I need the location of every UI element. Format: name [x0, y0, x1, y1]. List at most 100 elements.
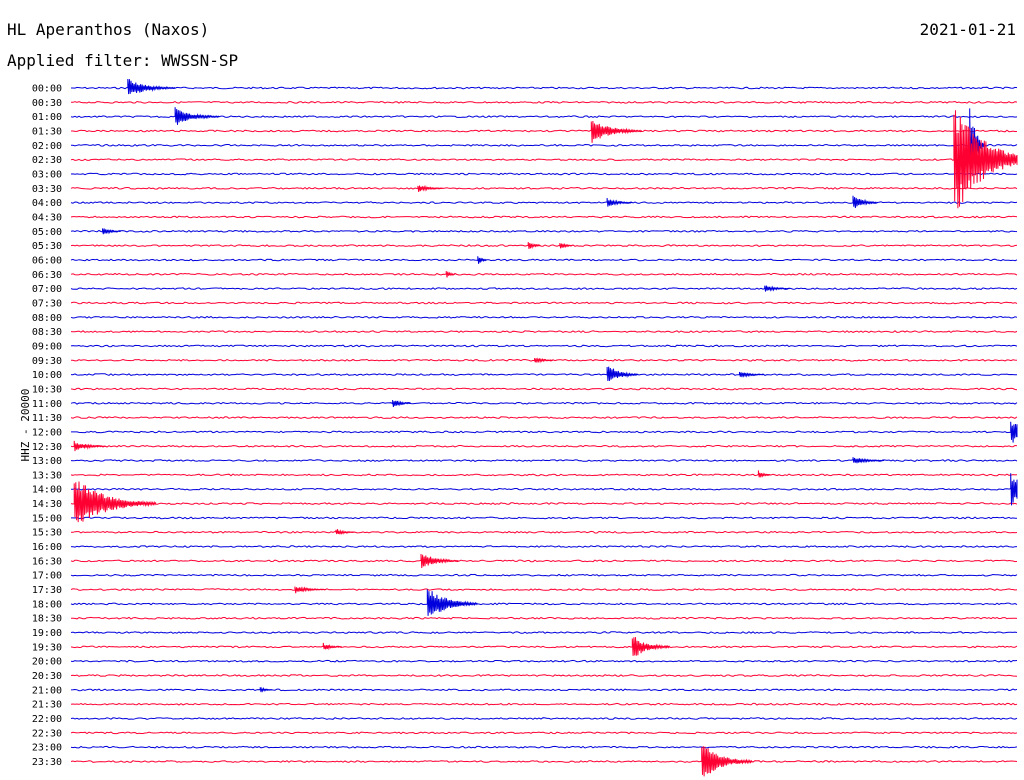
trace-line	[70, 344, 1018, 348]
trace-line	[70, 215, 1018, 219]
trace-line	[70, 502, 1018, 505]
row-time-label: 20:30	[32, 671, 62, 682]
seismic-event	[335, 529, 355, 535]
row-time-label: 00:30	[32, 98, 62, 109]
trace-line	[70, 330, 1018, 334]
row-time-label: 06:30	[32, 270, 62, 281]
row-time-label: 14:00	[32, 485, 62, 496]
row-time-label: 18:00	[32, 599, 62, 610]
trace-line	[70, 287, 1018, 291]
row-time-label: 21:00	[32, 685, 62, 696]
trace-line	[70, 674, 1018, 677]
seismic-event	[701, 746, 753, 777]
trace-line	[70, 258, 1018, 262]
trace-line	[70, 373, 1018, 377]
trace-line	[70, 301, 1018, 305]
seismic-event	[445, 271, 456, 278]
row-time-label: 02:30	[32, 155, 62, 166]
trace-line	[70, 559, 1018, 563]
row-time-label: 13:30	[32, 470, 62, 481]
trace-line	[70, 416, 1018, 420]
date-label: 2021-01-21	[919, 20, 1016, 39]
seismic-event	[527, 242, 541, 250]
trace-line	[70, 244, 1018, 247]
row-time-label: 07:00	[32, 284, 62, 295]
trace-line	[70, 645, 1018, 649]
row-time-label: 16:00	[32, 542, 62, 553]
seismic-event	[417, 185, 443, 192]
trace-line	[70, 444, 1018, 448]
trace-line	[70, 401, 1018, 405]
seismic-event	[477, 256, 487, 264]
trace-line	[70, 702, 1018, 706]
row-time-label: 08:00	[32, 313, 62, 324]
row-time-label: 06:00	[32, 255, 62, 266]
seismic-event	[590, 120, 643, 143]
trace-line	[70, 315, 1018, 319]
trace-line	[71, 129, 1017, 133]
seismic-event	[631, 637, 671, 656]
row-time-label: 18:30	[32, 614, 62, 625]
trace-line	[70, 602, 1018, 606]
row-time-label: 14:30	[32, 499, 62, 510]
row-time-label: 11:00	[32, 399, 62, 410]
row-time-label: 08:30	[32, 327, 62, 338]
row-time-label: 05:30	[32, 241, 62, 252]
row-time-label: 01:30	[32, 126, 62, 137]
seismic-event	[294, 586, 327, 594]
trace-line	[70, 387, 1018, 391]
trace-line	[70, 760, 1018, 763]
row-time-label: 03:00	[32, 169, 62, 180]
row-time-label: 17:30	[32, 585, 62, 596]
row-time-label: 22:00	[32, 714, 62, 725]
seismic-event	[1010, 473, 1018, 506]
seismic-event	[322, 642, 342, 651]
seismic-event	[764, 285, 790, 292]
trace-line	[70, 172, 1018, 176]
row-time-label: 15:30	[32, 528, 62, 539]
row-time-label: 10:30	[32, 384, 62, 395]
filter-label: Applied filter: WWSSN-SP	[7, 51, 239, 70]
row-time-label: 11:30	[32, 413, 62, 424]
row-time-label: 19:30	[32, 642, 62, 653]
trace-line	[70, 115, 1018, 119]
trace-line	[70, 545, 1018, 548]
seismic-event	[1010, 421, 1018, 443]
seismic-event	[559, 242, 573, 249]
station-title: HL Aperanthos (Naxos)	[7, 20, 210, 39]
seismic-event	[73, 440, 106, 452]
seismic-event	[259, 686, 273, 693]
trace-line	[70, 631, 1018, 634]
row-time-label: 10:00	[32, 370, 62, 381]
row-time-label: 21:30	[32, 700, 62, 711]
trace-line	[70, 731, 1018, 735]
trace-line	[70, 616, 1018, 620]
trace-line	[70, 717, 1018, 720]
trace-line	[70, 745, 1018, 749]
trace-line	[70, 688, 1018, 692]
row-time-label: 15:00	[32, 513, 62, 524]
row-time-label: 04:00	[32, 198, 62, 209]
row-time-label: 00:00	[32, 84, 62, 95]
seismic-event	[392, 400, 412, 407]
row-time-label: 23:00	[32, 743, 62, 754]
row-time-label: 02:00	[32, 141, 62, 152]
row-time-label: 01:00	[32, 112, 62, 123]
row-time-label: 03:30	[32, 184, 62, 195]
seismic-event	[757, 470, 771, 478]
row-time-label: 22:30	[32, 728, 62, 739]
trace-line	[71, 430, 1018, 434]
trace-line	[70, 487, 1018, 491]
seismic-event	[606, 366, 639, 382]
seismic-event	[426, 589, 479, 616]
trace-line	[70, 588, 1018, 591]
seismic-event	[953, 110, 1018, 209]
trace-line	[70, 272, 1018, 276]
row-time-label: 09:00	[32, 341, 62, 352]
seismic-event	[73, 481, 157, 523]
trace-line	[70, 473, 1018, 477]
row-time-label: 04:30	[32, 212, 62, 223]
row-time-label: 16:30	[32, 556, 62, 567]
row-time-label: 20:00	[32, 657, 62, 668]
row-time-label: 05:00	[32, 227, 62, 238]
